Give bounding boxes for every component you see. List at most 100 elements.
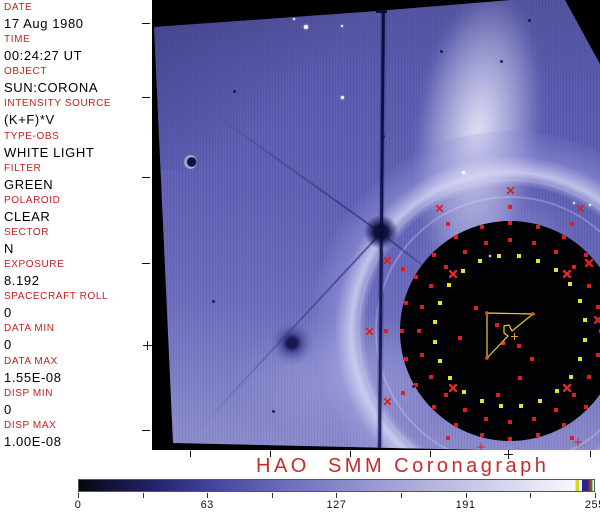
calibration-dot bbox=[414, 383, 419, 387]
calibration-mark bbox=[574, 438, 582, 446]
calibration-dot bbox=[535, 224, 540, 229]
calibration-dot bbox=[458, 336, 462, 340]
calibration-dot bbox=[461, 269, 466, 274]
polygon-vertex-dot bbox=[531, 312, 535, 316]
calibration-dot bbox=[432, 339, 437, 344]
calibration-dot bbox=[595, 352, 600, 357]
polygon-vertex-dot bbox=[501, 341, 505, 345]
calibration-dot bbox=[479, 399, 484, 404]
field-value: 0 bbox=[4, 337, 12, 353]
coronagraph-image bbox=[152, 0, 600, 450]
metadata-field: DATA MIN 0 bbox=[4, 324, 150, 356]
metadata-field: EXPOSURE 8.192 bbox=[4, 260, 150, 292]
calibration-dot bbox=[484, 241, 489, 246]
metadata-field: TIME 00:24:27 UT bbox=[4, 35, 150, 67]
colorbar-tick bbox=[78, 493, 79, 498]
star-dot bbox=[341, 25, 343, 27]
field-value: CLEAR bbox=[4, 208, 51, 224]
calibration-dot bbox=[508, 205, 512, 209]
field-value: WHITE LIGHT bbox=[4, 144, 95, 160]
dark-corner-shading bbox=[154, 0, 372, 170]
calibration-dot bbox=[414, 275, 419, 279]
calibration-dot bbox=[586, 374, 591, 379]
field-label: TYPE-OBS bbox=[4, 130, 60, 142]
calibration-dot bbox=[454, 422, 458, 427]
polygon-vertex-dot bbox=[485, 356, 489, 360]
calibration-dot bbox=[400, 267, 405, 271]
calibration-dot bbox=[431, 405, 436, 410]
dust-spot bbox=[183, 155, 197, 169]
calibration-dot bbox=[518, 404, 523, 409]
sensor-dot bbox=[233, 90, 236, 93]
sidebar-metadata: DATE 17 Aug 1980 TIME 00:24:27 UT OBJECT SUN:… bbox=[0, 0, 151, 452]
calibration-mark bbox=[577, 205, 584, 213]
colorbar-tick-label: 127 bbox=[326, 499, 347, 511]
calibration-dot bbox=[572, 264, 577, 269]
field-label: SPACECRAFT ROLL bbox=[4, 291, 109, 303]
calibration-dot bbox=[496, 393, 500, 397]
calibration-mark bbox=[384, 398, 392, 405]
colorbar-tick-label: 63 bbox=[200, 499, 214, 511]
metadata-field: SECTOR N bbox=[4, 227, 150, 260]
field-value: N bbox=[4, 240, 14, 256]
fiducial-plus bbox=[143, 341, 152, 350]
calibration-dot bbox=[448, 375, 453, 380]
field-value: GREEN bbox=[4, 176, 54, 192]
calibration-dot bbox=[429, 283, 434, 288]
field-value: 0 bbox=[4, 401, 12, 417]
sensor-dot bbox=[212, 300, 215, 303]
calibration-dot bbox=[429, 374, 434, 379]
calibration-mark bbox=[506, 186, 514, 194]
calibration-dot bbox=[530, 357, 534, 361]
calibration-dot bbox=[454, 235, 458, 240]
colorbar-tick bbox=[336, 493, 338, 498]
calibration-dot bbox=[578, 357, 583, 362]
calibration-dot bbox=[431, 252, 436, 257]
calibration-dot bbox=[384, 329, 388, 333]
calibration-dot bbox=[562, 422, 566, 427]
colorbar-tick bbox=[594, 493, 596, 498]
calibration-mark bbox=[448, 269, 457, 278]
calibration-dot bbox=[570, 436, 574, 441]
field-label: POLAROID bbox=[4, 194, 61, 206]
calibration-dot bbox=[584, 252, 589, 257]
fiducial-tick bbox=[142, 430, 150, 431]
calibration-dot bbox=[462, 407, 467, 412]
colorbar-tick bbox=[142, 493, 144, 498]
star-dot bbox=[340, 95, 344, 99]
calibration-dot bbox=[446, 436, 450, 441]
calibration-mark bbox=[510, 332, 518, 340]
calibration-mark bbox=[448, 384, 457, 393]
polygon-outline bbox=[486, 312, 535, 360]
calibration-mark bbox=[563, 384, 572, 393]
calibration-dot bbox=[443, 264, 448, 269]
calibration-dot bbox=[420, 305, 425, 310]
field-label: DATE bbox=[4, 2, 33, 13]
sensor-dot bbox=[440, 50, 443, 53]
metadata-field: TYPE-OBS WHITE LIGHT bbox=[4, 130, 150, 164]
calibration-dot bbox=[508, 221, 512, 225]
star-dot bbox=[573, 202, 575, 204]
field-value: 1.00E-08 bbox=[4, 433, 62, 449]
fiducial-tick bbox=[270, 451, 271, 457]
sensor-dot bbox=[382, 135, 385, 138]
calibration-dot bbox=[586, 283, 591, 288]
field-value: SUN:CORONA bbox=[4, 80, 99, 96]
dust-spot-large bbox=[270, 321, 314, 365]
calibration-dot bbox=[570, 221, 574, 226]
overlay-polygon bbox=[485, 311, 535, 360]
calibration-dot bbox=[438, 358, 443, 363]
calibration-dot bbox=[518, 376, 522, 380]
calibration-dot bbox=[531, 241, 536, 246]
fiducial-tick bbox=[142, 263, 150, 264]
calibration-dot bbox=[553, 268, 558, 273]
metadata-field: OBJECT SUN:CORONA bbox=[4, 67, 150, 99]
sidebar-fields: DATE 17 Aug 1980 TIME 00:24:27 UT OBJECT SUN:… bbox=[4, 3, 150, 452]
colorbar bbox=[78, 479, 595, 492]
footer: HAO SMM Coronagraph 0 63 127 191 255 bbox=[0, 450, 600, 512]
calibration-dot bbox=[495, 323, 499, 327]
field-value: 00:24:27 UT bbox=[4, 48, 83, 64]
image-title: HAO SMM Coronagraph bbox=[256, 455, 550, 477]
calibration-dot bbox=[420, 352, 425, 357]
